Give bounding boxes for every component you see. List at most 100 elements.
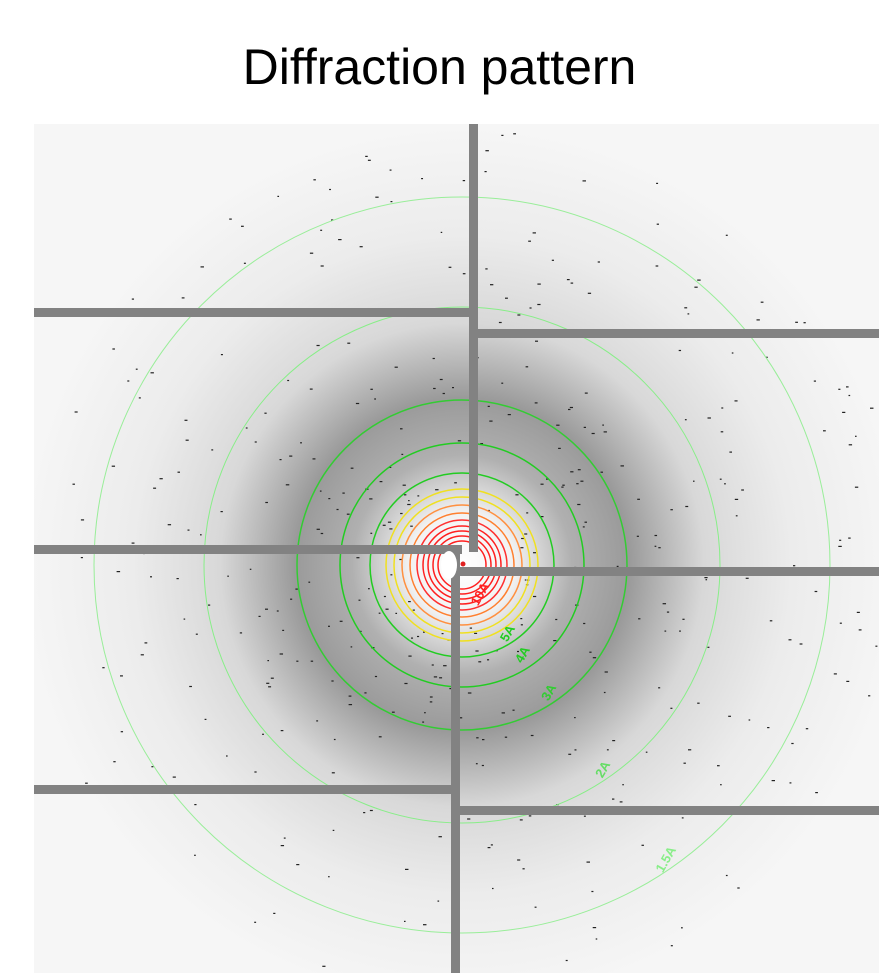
spot [585, 522, 587, 523]
spot [81, 519, 84, 520]
spot [476, 737, 478, 738]
spot [685, 506, 688, 507]
spot [189, 686, 192, 687]
spot [574, 717, 576, 718]
spot [338, 239, 341, 240]
spot [552, 260, 554, 261]
spot [749, 719, 751, 720]
spot [583, 623, 585, 624]
spot [849, 444, 852, 445]
spot [244, 263, 246, 264]
spot [280, 459, 282, 460]
spot [520, 547, 523, 548]
spot [558, 448, 561, 449]
spot [593, 657, 596, 658]
gap [34, 785, 451, 794]
spot [395, 613, 397, 614]
spot [526, 366, 529, 367]
spot [596, 938, 598, 939]
spot [490, 284, 493, 285]
spot [430, 696, 433, 697]
gap [460, 567, 879, 576]
spot [432, 664, 434, 665]
spot [313, 458, 316, 459]
spot [584, 816, 586, 817]
spot [585, 393, 588, 394]
spot [153, 488, 156, 489]
spot [485, 268, 487, 269]
spot [449, 267, 452, 268]
spot [422, 722, 424, 723]
spot [612, 740, 615, 741]
spot [499, 322, 502, 323]
spot [259, 616, 261, 617]
spot [474, 633, 477, 634]
spot [598, 261, 600, 262]
spot [589, 652, 591, 653]
spot [555, 619, 557, 620]
spot [200, 534, 202, 535]
spot [194, 855, 196, 856]
spot [145, 642, 148, 643]
spot [741, 489, 744, 490]
spot [168, 524, 171, 525]
spot [515, 494, 518, 495]
spot [185, 420, 188, 421]
spot [761, 302, 764, 303]
spot [737, 887, 739, 888]
spot [383, 525, 386, 526]
spot [151, 372, 154, 373]
spot [347, 343, 350, 344]
spot [331, 680, 333, 681]
spot [533, 596, 536, 597]
spot [663, 603, 666, 604]
spot [706, 579, 708, 580]
spot [535, 341, 538, 342]
spot [757, 319, 760, 320]
spot [859, 629, 862, 630]
spot [488, 847, 491, 848]
spot [184, 619, 186, 620]
spot [487, 659, 489, 660]
spot [442, 633, 444, 634]
spot [392, 712, 395, 713]
spot [400, 513, 402, 514]
spot [333, 830, 335, 831]
spot [838, 546, 841, 547]
spot [289, 456, 292, 457]
spot [834, 673, 837, 674]
spot [570, 471, 573, 472]
spot [349, 696, 352, 697]
spot [360, 246, 363, 247]
spot [458, 440, 461, 441]
spot [349, 704, 352, 705]
spot [321, 533, 323, 534]
spot [593, 927, 596, 928]
spot [517, 859, 520, 860]
spot [671, 945, 673, 946]
spot [732, 352, 734, 353]
spot [226, 755, 228, 756]
spot [368, 160, 371, 161]
spot [556, 425, 559, 426]
spot [491, 844, 493, 845]
spot [656, 183, 658, 184]
spot [694, 287, 697, 288]
spot [726, 875, 728, 876]
spot [655, 546, 657, 547]
spot [688, 313, 690, 314]
spot [370, 389, 372, 390]
spot [439, 677, 442, 678]
spot [485, 150, 488, 151]
spot [682, 619, 684, 620]
spot [363, 812, 365, 813]
spot [520, 819, 523, 820]
spot [266, 683, 269, 684]
spot [517, 314, 520, 315]
spot [670, 708, 672, 709]
spot [329, 189, 331, 190]
spot [684, 763, 686, 764]
spot [485, 171, 487, 172]
spot [178, 472, 181, 473]
spot [246, 427, 248, 428]
